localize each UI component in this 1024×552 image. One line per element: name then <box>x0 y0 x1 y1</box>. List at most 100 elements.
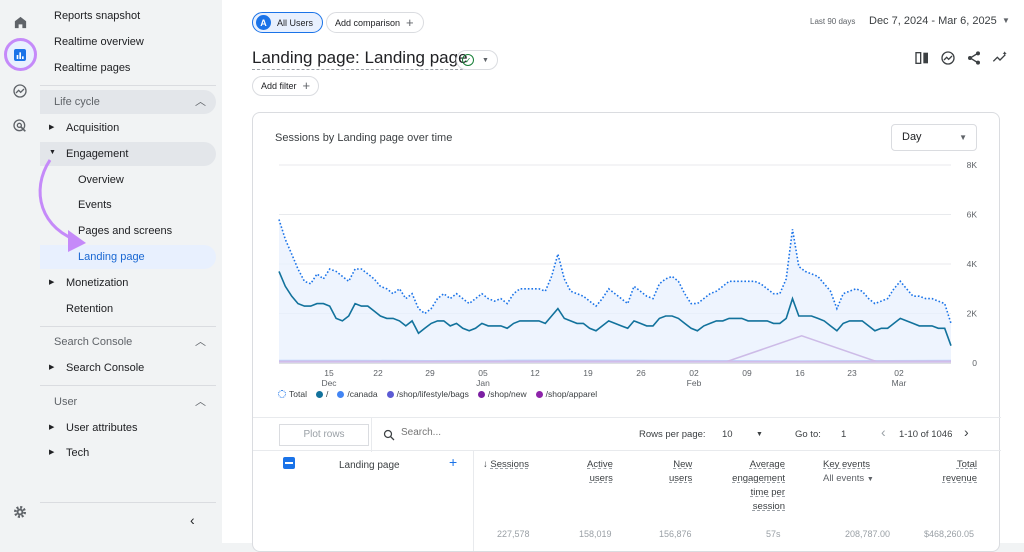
nav-engagement-highlight <box>40 142 216 166</box>
nav-retention[interactable]: Retention <box>66 303 114 315</box>
nav-reports-snapshot[interactable]: Reports snapshot <box>54 10 141 22</box>
plot-rows-button[interactable]: Plot rows <box>279 424 369 446</box>
next-page-chevron-right-icon[interactable]: › <box>964 424 969 440</box>
nav-section-user[interactable]: User ︿ <box>40 390 216 414</box>
series-line <box>278 219 952 324</box>
legend-label: /shop/new <box>487 389 527 399</box>
nav-section-life-cycle[interactable]: Life cycle ︿ <box>40 90 216 114</box>
total-key-events: 208,787.00 <box>845 529 891 539</box>
goto-page-input[interactable]: 1 <box>841 429 847 440</box>
total-active-users: 158,019 <box>579 529 612 539</box>
header-text: Active <box>587 459 613 470</box>
advertising-icon[interactable] <box>8 114 32 138</box>
share-icon[interactable] <box>966 50 982 66</box>
nav-divider <box>40 326 216 327</box>
nav-engagement[interactable]: Engagement <box>66 148 129 160</box>
explore-icon[interactable] <box>8 79 32 103</box>
insights-icon[interactable] <box>940 50 956 66</box>
nav-divider <box>40 502 216 503</box>
key-events-filter[interactable]: All events <box>823 473 865 484</box>
caret-down-icon[interactable]: ▼ <box>756 431 763 438</box>
header-text: Sessions <box>490 459 529 470</box>
rows-per-page-select[interactable]: 10 <box>722 429 733 440</box>
legend-label: /shop/lifestyle/bags <box>396 389 469 399</box>
nav-section-search-console[interactable]: Search Console ︿ <box>40 330 216 354</box>
new-users-header[interactable]: New users <box>669 458 692 486</box>
nav-realtime-pages[interactable]: Realtime pages <box>54 62 131 74</box>
avg-engagement-header[interactable]: Average engagement time per session <box>723 458 785 514</box>
pagination-range: 1-10 of 1046 <box>899 429 953 440</box>
segment-badge: A <box>256 15 271 30</box>
legend-item[interactable]: /shop/lifestyle/bags <box>386 389 469 399</box>
x-tick-label: 09 <box>742 368 752 378</box>
nav-search-console[interactable]: Search Console <box>66 362 145 374</box>
x-tick-label: Feb <box>687 378 702 388</box>
nav-monetization[interactable]: Monetization <box>66 277 129 289</box>
date-range-picker[interactable]: Dec 7, 2024 - Mar 6, 2025 <box>869 15 997 27</box>
add-comparison-button[interactable]: Add comparison + <box>326 12 424 33</box>
nav-user-attributes[interactable]: User attributes <box>66 422 138 434</box>
report-status-chip[interactable]: ✓ ▼ <box>456 50 498 70</box>
legend-item[interactable]: /shop/apparel <box>535 389 598 399</box>
add-dimension-plus-icon[interactable]: + <box>449 454 458 470</box>
x-tick-label: Dec <box>321 378 337 388</box>
segment-chip-all-users[interactable]: A All Users <box>252 12 324 33</box>
caret-down-icon[interactable]: ▼ <box>866 476 874 483</box>
header-text: engagement <box>732 473 785 484</box>
date-caret-down-icon[interactable]: ▼ <box>1002 16 1010 25</box>
compare-columns-icon[interactable] <box>914 50 930 66</box>
prev-page-chevron-left-icon[interactable]: ‹ <box>881 424 886 440</box>
nav-engagement-overview[interactable]: Overview <box>78 174 124 186</box>
collapse-nav-chevron-left-icon[interactable]: ‹ <box>190 512 195 528</box>
header-text: time per <box>750 487 785 498</box>
add-filter-label: Add filter <box>261 81 297 91</box>
legend-swatch <box>315 390 323 398</box>
nav-events[interactable]: Events <box>78 199 112 211</box>
x-tick-label: 05 <box>478 368 488 378</box>
home-icon[interactable] <box>8 10 32 34</box>
x-tick-label: 02 <box>689 368 699 378</box>
admin-gear-icon[interactable] <box>8 500 32 524</box>
legend-item[interactable]: / <box>315 389 328 399</box>
reports-icon[interactable] <box>8 43 32 67</box>
nav-divider <box>40 85 216 86</box>
table-search-input[interactable] <box>401 427 521 438</box>
x-tick-label: 16 <box>795 368 805 378</box>
legend-label: /shop/apparel <box>545 389 598 399</box>
legend-label: Total <box>289 389 307 399</box>
select-all-checkbox[interactable] <box>283 457 295 469</box>
legend-item[interactable]: /canada <box>337 389 378 399</box>
x-tick-label: 19 <box>583 368 593 378</box>
report-card: Sessions by Landing page over time Day ▼… <box>252 112 1001 552</box>
collapse-arrow-icon: ▼ <box>49 149 56 156</box>
total-revenue-header[interactable]: Total revenue <box>933 458 977 486</box>
header-text: Key events <box>823 459 870 470</box>
nav-pages-and-screens[interactable]: Pages and screens <box>78 225 173 237</box>
x-tick-label: Jan <box>476 378 490 388</box>
nav-tech[interactable]: Tech <box>66 447 90 459</box>
chevron-up-icon: ︿ <box>195 336 206 348</box>
nav-realtime-overview[interactable]: Realtime overview <box>54 36 144 48</box>
legend-item[interactable]: /shop/new <box>477 389 527 399</box>
x-tick-label: 15 <box>324 368 334 378</box>
nav-acquisition[interactable]: Acquisition <box>66 122 120 134</box>
add-filter-button[interactable]: Add filter + <box>252 76 320 96</box>
nav-landing-page[interactable]: Landing page <box>78 251 145 263</box>
rows-per-page-label: Rows per page: <box>639 429 706 440</box>
dimension-header[interactable]: Landing page <box>339 460 400 471</box>
granularity-select[interactable]: Day ▼ <box>891 124 977 151</box>
chevron-up-icon: ︿ <box>195 96 206 108</box>
trend-sparkle-icon[interactable] <box>992 50 1008 66</box>
x-tick-label: 23 <box>847 368 857 378</box>
y-tick-label: 4K <box>967 259 978 269</box>
goto-label: Go to: <box>795 429 821 440</box>
page-title[interactable]: Landing page: Landing page <box>252 48 468 70</box>
key-events-header[interactable]: Key events All events ▼ <box>823 458 893 487</box>
active-users-header[interactable]: Active users <box>587 458 613 486</box>
legend-item[interactable]: Total <box>278 389 307 399</box>
sort-arrow-down-icon: ↓ <box>483 459 488 470</box>
sessions-header[interactable]: ↓ Sessions <box>483 458 529 472</box>
annotation-arrow-icon <box>38 159 86 252</box>
x-tick-label: 12 <box>530 368 540 378</box>
